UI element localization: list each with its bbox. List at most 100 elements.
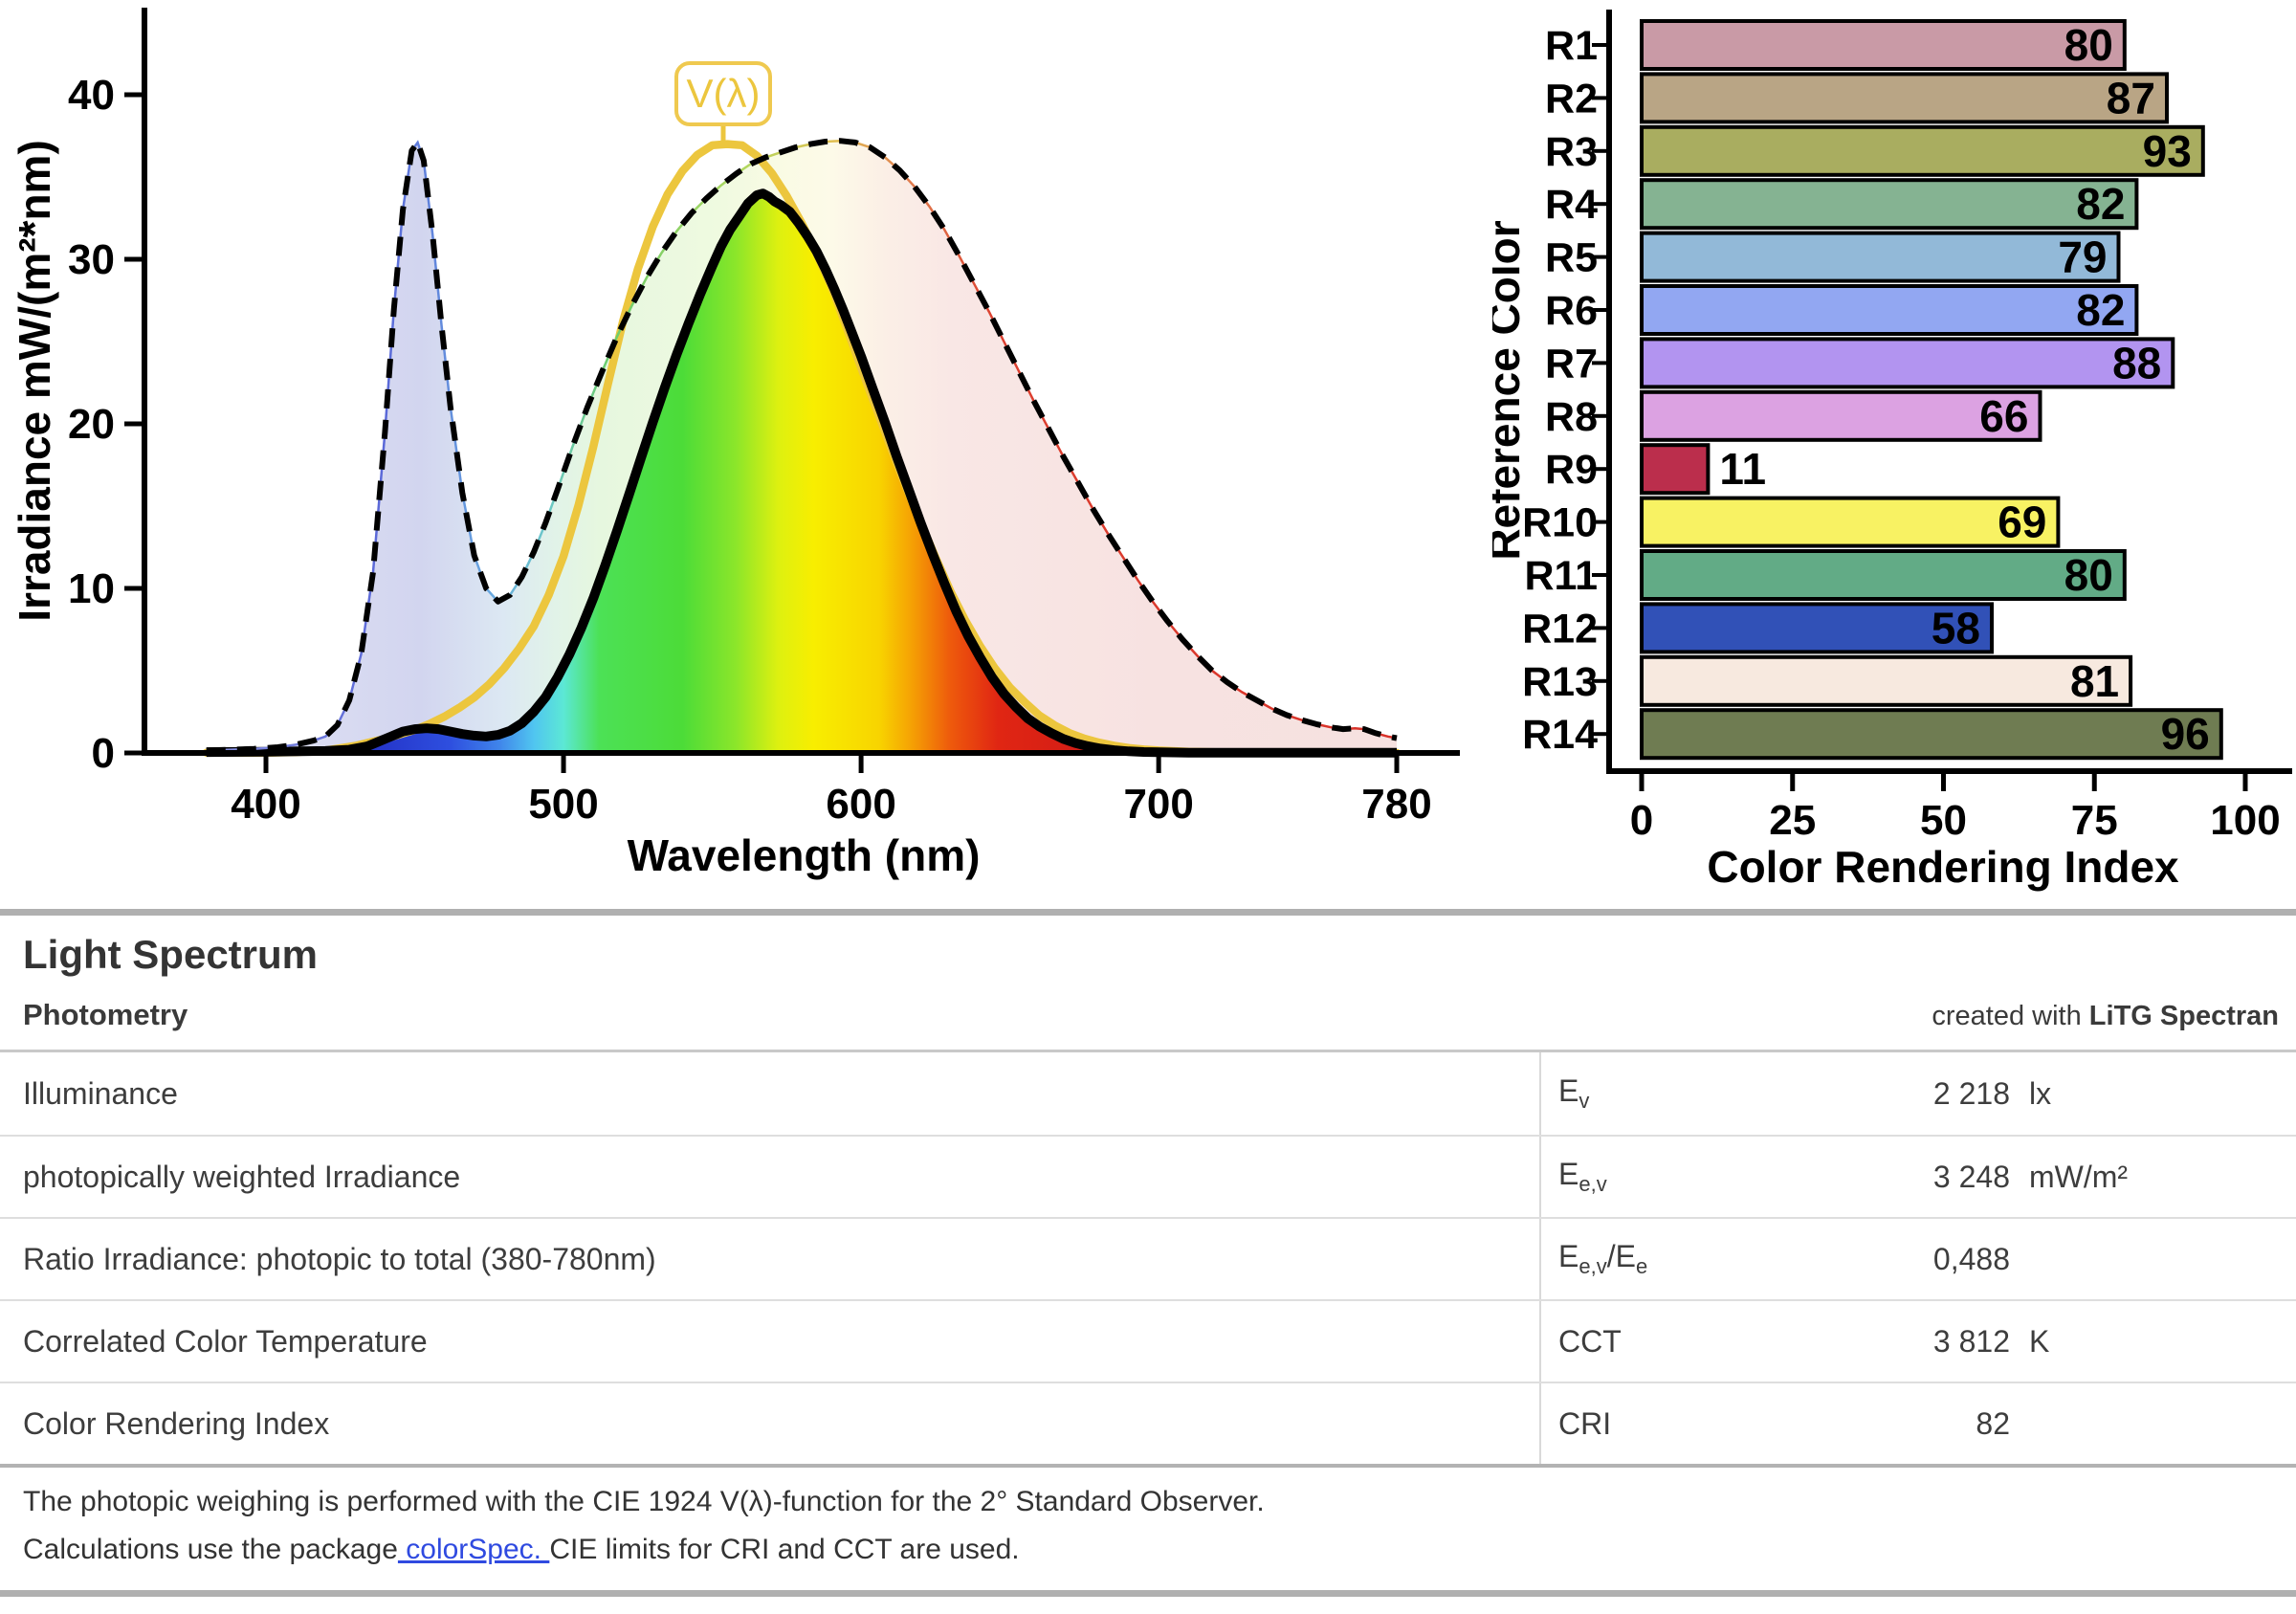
row-value: 3 812 — [1932, 1323, 2010, 1359]
bottom-divider — [0, 1590, 2296, 1597]
footnote-2-suffix: CIE limits for CRI and CCT are used. — [549, 1534, 1020, 1565]
symbol-main: E — [1558, 1073, 1579, 1108]
y-tick-label: 30 — [68, 236, 115, 283]
bar-R12 — [1640, 602, 1994, 654]
bar-label-R12: R12 — [1522, 606, 1598, 652]
symbol-main: CRI — [1558, 1405, 1612, 1441]
bar-value-R12: 58 — [1932, 603, 1980, 652]
symbol-main: /E — [1606, 1239, 1636, 1273]
bar-label-R2: R2 — [1545, 76, 1598, 122]
row-symbol: Ev — [1558, 1073, 1845, 1114]
row-label: photopically weighted Irradiance — [23, 1159, 461, 1194]
row-label: Color Rendering Index — [23, 1405, 330, 1441]
weighted-spectrum-fill — [206, 193, 1397, 753]
bar-R3 — [1640, 124, 2205, 177]
v-lambda-label-box — [674, 61, 772, 126]
bar-value-R1: 80 — [2064, 20, 2113, 70]
bar-label-R14: R14 — [1522, 712, 1598, 758]
y-tick-label: 40 — [68, 72, 115, 119]
x-axis-title: Color Rendering Index — [1707, 842, 2179, 892]
row-value: 3 248 — [1932, 1159, 2010, 1194]
bar-R8 — [1640, 389, 2042, 442]
page-title: Light Spectrum — [23, 932, 319, 977]
table-row: Color Rendering Index CRI 82 — [0, 1382, 2296, 1464]
symbol-subscript: e — [1635, 1254, 1648, 1278]
row-symbol: CCT — [1558, 1324, 1845, 1360]
bar-R1 — [1640, 19, 2127, 71]
y-tick-label: 10 — [68, 565, 115, 612]
credit-prefix: created with — [1932, 1001, 2089, 1031]
bar-R11 — [1640, 549, 2127, 601]
table-row: photopically weighted Irradiance Ee,v 3 24… — [0, 1135, 2296, 1217]
symbol-main: E — [1558, 1157, 1579, 1191]
colorspec-link[interactable]: colorSpec. — [397, 1534, 550, 1565]
bar-label-R9: R9 — [1545, 447, 1598, 493]
bar-value-R5: 79 — [2058, 232, 2107, 282]
section-header-row: Photometry created with LiTG Spectran — [0, 998, 2296, 1032]
symbol-main: E — [1558, 1239, 1579, 1273]
y-tick-label: 20 — [68, 401, 115, 448]
x-tick-label: 100 — [2210, 797, 2280, 844]
y-tick-label: 0 — [92, 730, 115, 777]
table-bottom-divider — [0, 1464, 2296, 1468]
bar-value-R11: 80 — [2064, 550, 2113, 600]
x-tick-label: 500 — [528, 781, 598, 828]
row-symbol: CRI — [1558, 1406, 1845, 1442]
table-row: Correlated Color Temperature CCT 3 812 K — [0, 1299, 2296, 1382]
footnote-2: Calculations use the package colorSpec. … — [0, 1531, 2296, 1569]
bar-R14 — [1640, 708, 2223, 761]
bar-label-R1: R1 — [1545, 23, 1598, 69]
symbol-main: CCT — [1558, 1323, 1622, 1359]
bar-label-R10: R10 — [1522, 500, 1598, 546]
row-values: Ee,v/Ee 0,488 — [1539, 1219, 2296, 1299]
bar-label-R6: R6 — [1545, 288, 1598, 334]
bar-R13 — [1640, 654, 2133, 707]
table-row: Illuminance Ev 2 218 lx — [0, 1052, 2296, 1135]
x-tick-label: 400 — [231, 781, 300, 828]
bar-R10 — [1640, 496, 2061, 548]
x-tick-label: 780 — [1361, 781, 1431, 828]
x-tick-label: 0 — [1630, 797, 1653, 844]
credit-brand: LiTG Spectran — [2088, 1001, 2279, 1031]
bar-R6 — [1640, 284, 2139, 336]
row-values: CRI 82 — [1539, 1383, 2296, 1464]
y-axis-title: Irradiance mW/(m²*nm) — [10, 140, 59, 622]
row-value: 82 — [1976, 1405, 2010, 1441]
symbol-subscript: v — [1578, 1089, 1590, 1113]
bar-label-R3: R3 — [1545, 129, 1598, 175]
report-section: Light Spectrum Photometry created with L… — [0, 909, 2296, 1597]
bar-label-R7: R7 — [1545, 341, 1598, 387]
x-tick-label: 600 — [826, 781, 895, 828]
row-unit: mW/m² — [2029, 1159, 2129, 1194]
bar-value-R2: 87 — [2107, 73, 2155, 122]
row-label: Illuminance — [23, 1075, 178, 1111]
bar-R4 — [1640, 178, 2139, 231]
row-values: Ee,v 3 248 mW/m² — [1539, 1137, 2296, 1217]
bar-value-R8: 66 — [1979, 391, 2028, 441]
total-spectrum-dashed-curve — [206, 138, 1398, 754]
y-axis-title: Reference Color — [1492, 220, 1529, 560]
header-divider — [0, 1050, 2296, 1052]
table-row: Ratio Irradiance: photopic to total (380… — [0, 1217, 2296, 1299]
row-label: Ratio Irradiance: photopic to total (380… — [23, 1241, 656, 1276]
bar-value-R9: 11 — [1719, 444, 1766, 494]
row-symbol: Ee,v — [1558, 1157, 1845, 1197]
photopic-weighted-curve — [206, 188, 1397, 758]
row-unit: K — [2029, 1323, 2050, 1359]
bar-value-R10: 69 — [1998, 497, 2046, 547]
bar-label-R11: R11 — [1524, 553, 1598, 599]
x-tick-label: 50 — [1920, 797, 1967, 844]
bar-label-R4: R4 — [1545, 182, 1598, 228]
photometry-table: Illuminance Ev 2 218 lx photopically weighte… — [0, 1052, 2296, 1464]
spectral-irradiance-chart: 0 10 20 30 40 400 500 600 700 780 Wavelength (nm) I… — [10, 8, 1460, 880]
row-values: CCT 3 812 K — [1539, 1301, 2296, 1382]
symbol-subscript: e,v — [1578, 1254, 1607, 1278]
bar-label-R8: R8 — [1545, 394, 1598, 440]
row-unit: lx — [2029, 1075, 2052, 1111]
footnote-1: The photopic weighing is performed with … — [23, 1486, 1265, 1517]
row-value: 2 218 — [1932, 1075, 2010, 1111]
bar-value-R14: 96 — [2161, 709, 2210, 759]
row-value: 0,488 — [1932, 1241, 2010, 1276]
x-axis-title: Wavelength (nm) — [628, 830, 981, 880]
